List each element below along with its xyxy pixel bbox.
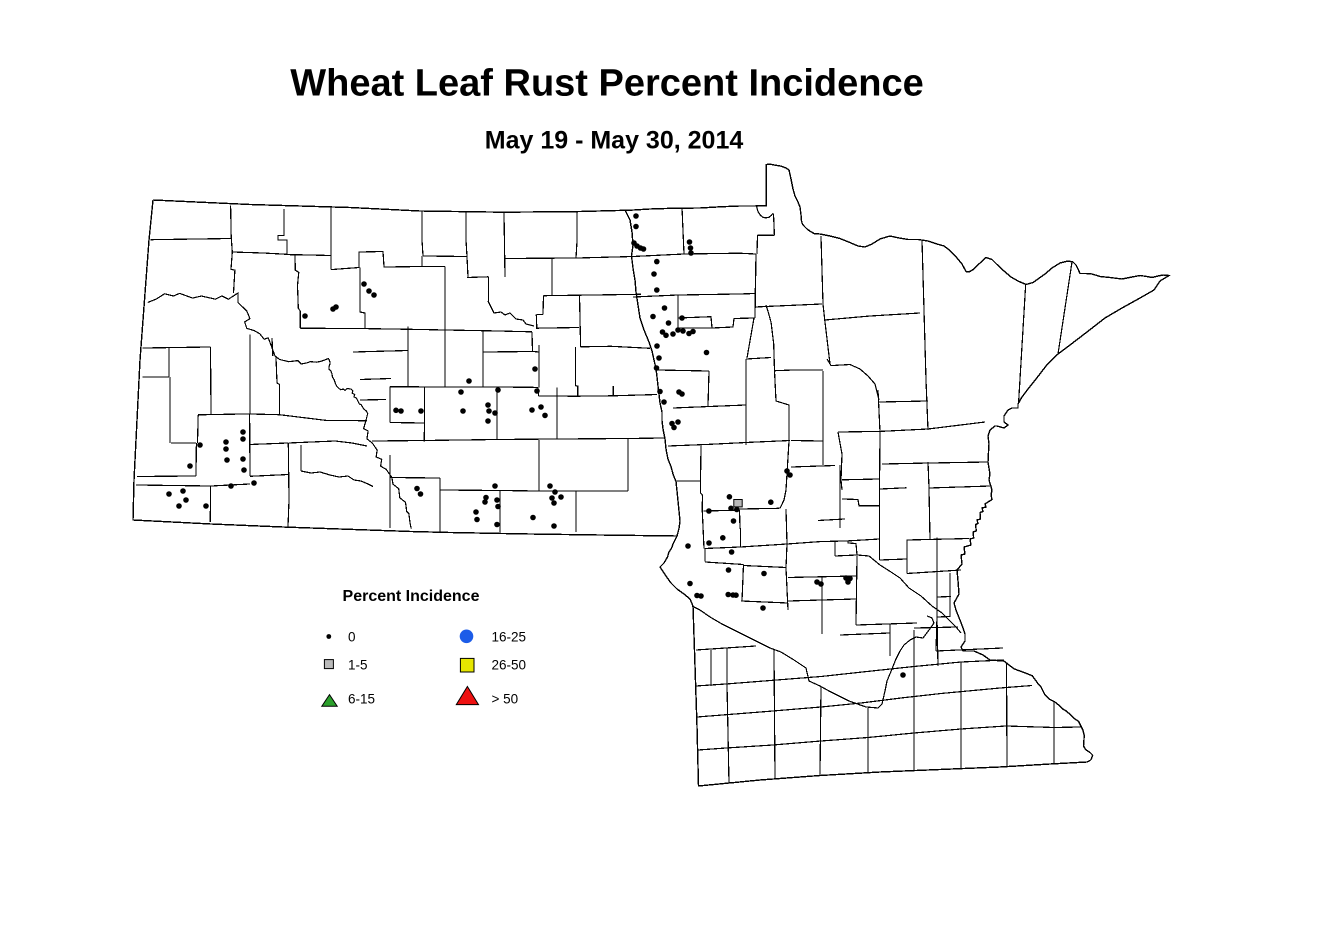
svg-text:0: 0 — [348, 630, 356, 645]
svg-text:Wheat Leaf Rust Percent Incide: Wheat Leaf Rust Percent Incidence — [290, 63, 924, 105]
svg-text:May 19 - May 30, 2014: May 19 - May 30, 2014 — [485, 127, 744, 155]
svg-text:16-25: 16-25 — [492, 630, 527, 645]
svg-text:26-50: 26-50 — [492, 658, 527, 673]
svg-text:1-5: 1-5 — [348, 658, 368, 673]
svg-text:> 50: > 50 — [492, 692, 519, 707]
svg-text:6-15: 6-15 — [348, 692, 375, 707]
svg-text:Percent Incidence: Percent Incidence — [343, 588, 480, 605]
